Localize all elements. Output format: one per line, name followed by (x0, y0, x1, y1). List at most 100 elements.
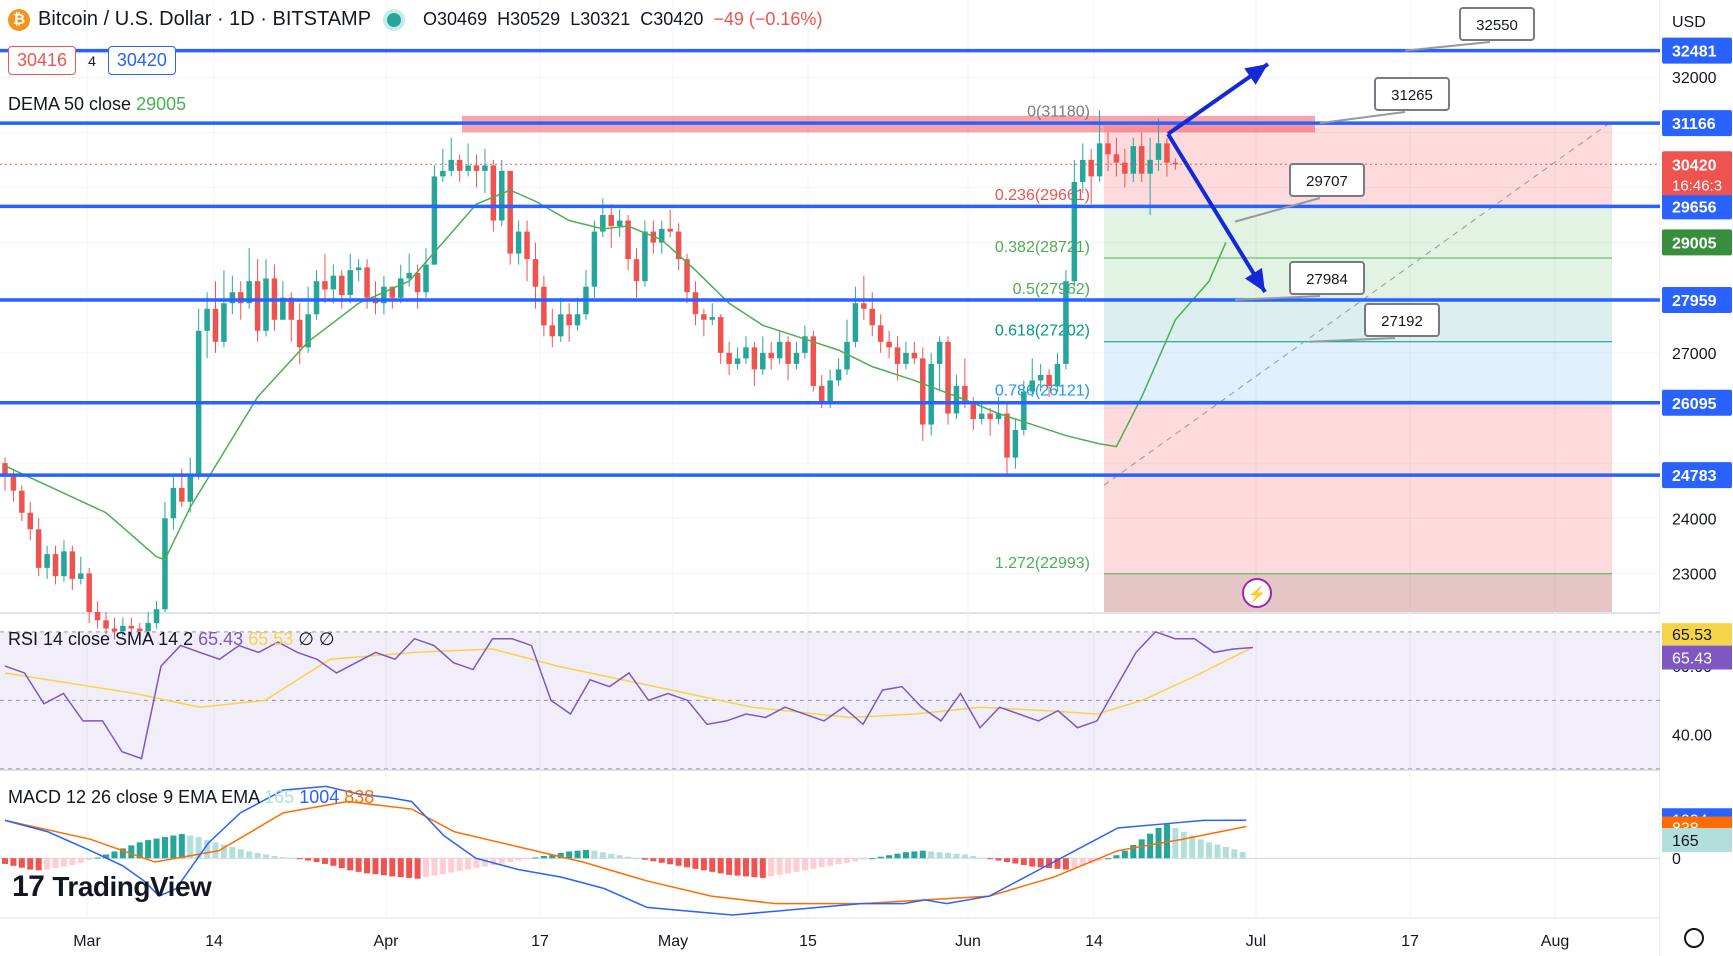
candle-body (953, 385, 960, 414)
macd-hist-bar (35, 858, 42, 871)
candle-body (246, 281, 252, 304)
candle-body (675, 231, 682, 260)
macd-hist-bar (658, 858, 665, 863)
macd-legend[interactable]: MACD 12 26 close 9 EMA EMA 165 1004 838 (8, 787, 374, 808)
macd-hist-bar (1163, 824, 1170, 859)
callout-pointer (1234, 197, 1321, 223)
macd-hist-bar (473, 858, 480, 869)
macd-hist-bar (987, 858, 994, 860)
dema-legend[interactable]: DEMA 50 close 29005 (8, 94, 186, 115)
macd-hist-bar (128, 845, 135, 859)
macd-hist-bar (195, 837, 202, 859)
candle-body (524, 231, 530, 260)
candle-body (844, 341, 850, 370)
macd-hist-bar (616, 855, 623, 859)
candle-body (835, 369, 842, 381)
candle-body (145, 623, 151, 632)
trend-line (1103, 120, 1613, 486)
tradingview-logo[interactable]: 17 TradingView (12, 870, 212, 904)
settings-gear-icon[interactable] (1684, 928, 1704, 948)
macd-hist-bar (759, 858, 766, 878)
candle-body (625, 220, 631, 260)
candle-body (339, 275, 345, 295)
fib-zone (1104, 401, 1612, 574)
candle-body (86, 573, 92, 612)
level-price-tag (1662, 193, 1732, 220)
macd-hist-bar (288, 857, 295, 859)
level-price-tag-text: 26095 (1672, 396, 1717, 413)
macd-hist-bar (625, 856, 632, 859)
lightning-glyph: ⚡ (1248, 585, 1267, 603)
macd-hist-bar (978, 857, 985, 859)
bearish-arrow (1166, 132, 1267, 294)
macd-hist-bar (119, 848, 126, 859)
price-tick: 32000 (1672, 70, 1717, 87)
macd-hist-bar (877, 856, 884, 859)
candle-body (1096, 143, 1103, 177)
time-tick: 14 (205, 933, 223, 950)
candle-body (894, 347, 901, 364)
macd-hist-bar (751, 858, 758, 878)
buy-price-button[interactable]: 30420 (107, 46, 176, 75)
candle-body (490, 165, 497, 221)
sell-price-button[interactable]: 30416 (8, 46, 77, 75)
candle-body (659, 228, 665, 243)
time-tick: Apr (374, 933, 400, 950)
candle-body (263, 278, 269, 331)
candle-body (987, 413, 993, 420)
rsi-legend[interactable]: RSI 14 close SMA 14 2 65.43 65.53 ∅ ∅ (8, 629, 335, 650)
candle-body (423, 264, 429, 293)
macd-hist-bar (1054, 858, 1061, 869)
macd-hist-bar (700, 858, 707, 871)
candle-body (120, 625, 126, 632)
macd-hist-bar (313, 858, 320, 863)
candle-body (1138, 146, 1145, 174)
macd-hist-bar (591, 850, 598, 859)
fib-zone (1104, 341, 1612, 402)
candle-body (187, 474, 193, 502)
level-price-tag (1662, 37, 1732, 64)
candle-body (19, 490, 25, 513)
macd-hist-bar (372, 858, 379, 875)
candle-body (515, 231, 522, 254)
macd-hist-bar (439, 858, 446, 875)
candle-body (557, 314, 564, 337)
candle-body (1113, 154, 1120, 163)
macd-hist-bar (633, 858, 640, 860)
lightning-icon (1242, 578, 1272, 608)
macd-hist-bar (1172, 827, 1179, 859)
macd-hist-bar (776, 858, 783, 875)
candle-body (541, 286, 547, 326)
macd-hist-bar (347, 858, 354, 871)
candle-body (574, 314, 581, 326)
fib-label: 0.236(29661) (995, 187, 1090, 204)
macd-hist-bar (1180, 831, 1187, 859)
macd-hist-bar (254, 852, 261, 859)
chart-header: ₿ Bitcoin / U.S. Dollar · 1D · BITSTAMP … (8, 8, 822, 31)
macd-hist-bar (153, 838, 160, 859)
macd-hist-bar (456, 858, 463, 872)
level-price-tag-text: 29656 (1672, 199, 1717, 216)
macd-hist-bar (1197, 839, 1204, 859)
symbol-title[interactable]: Bitcoin / U.S. Dollar · 1D · BITSTAMP (38, 8, 372, 30)
candle-body (111, 628, 118, 632)
candle-body (465, 165, 471, 171)
macd-signal-line (4, 800, 1247, 905)
candle-body (903, 352, 909, 364)
macd-hist-bar (1138, 839, 1145, 859)
macd-hist-bar (136, 842, 143, 859)
macd-hist-bar (726, 858, 733, 875)
time-tick: 14 (1085, 933, 1103, 950)
callout-label: 32550 (1476, 17, 1518, 34)
macd-hist-bar (1189, 835, 1196, 859)
spread-value: 4 (88, 52, 96, 69)
candle-body (397, 278, 404, 298)
candle-body (1122, 162, 1128, 174)
ohlc-high: H30529 (497, 9, 561, 29)
macd-hist-bar (1206, 842, 1213, 859)
candle-body (802, 336, 808, 353)
macd-hist-bar (490, 858, 497, 866)
macd-hist-bar (1020, 858, 1027, 866)
candle-body (1063, 281, 1069, 364)
